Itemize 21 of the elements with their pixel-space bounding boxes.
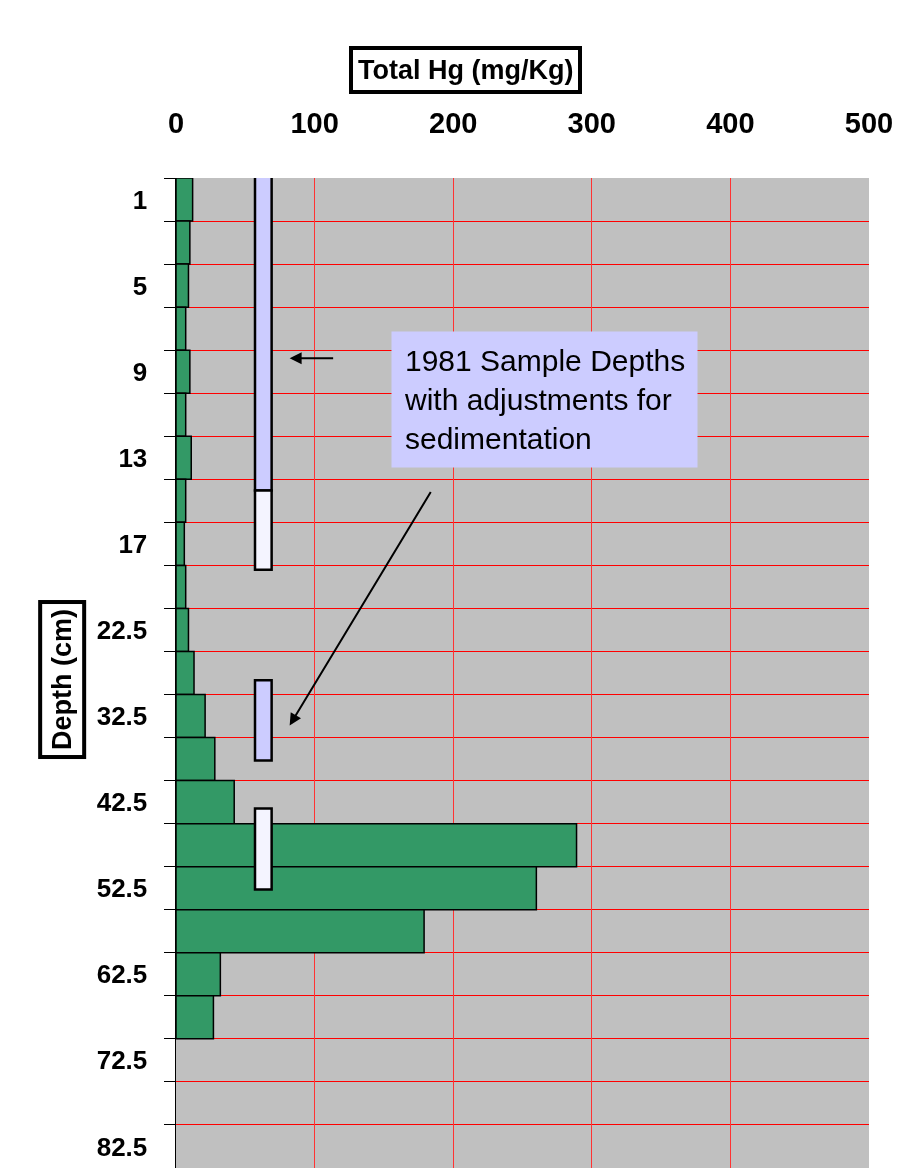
y-tick-label: 32.5: [96, 701, 148, 732]
y-tick-label: 52.5: [96, 873, 148, 904]
x-tick-label: 0: [167, 107, 185, 140]
y-tick-label: 5: [132, 270, 148, 301]
y-tick-label: 17: [118, 528, 148, 559]
x-tick-label: 100: [290, 107, 339, 140]
y-tick-label: 22.5: [96, 615, 148, 646]
x-tick-label: 400: [706, 107, 755, 140]
annotation: 1981 Sample Depths with adjustments for sedimentation: [404, 344, 686, 455]
x-tick-label: 500: [844, 107, 894, 140]
y-tick-label: 9: [132, 356, 148, 387]
x-axis-title: Total Hg (mg/Kg): [358, 55, 574, 85]
x-tick-label: 300: [567, 107, 616, 140]
y-tick-label: 13: [118, 442, 148, 473]
y-axis-title: Depth (cm): [47, 609, 78, 751]
y-tick-label: 82.5: [96, 1131, 148, 1162]
x-tick-label: 200: [429, 107, 478, 140]
y-tick-label: 62.5: [96, 959, 148, 990]
y-tick-label: 1: [132, 184, 148, 215]
y-tick-label: 42.5: [96, 787, 148, 818]
y-tick-label: 72.5: [96, 1045, 148, 1076]
